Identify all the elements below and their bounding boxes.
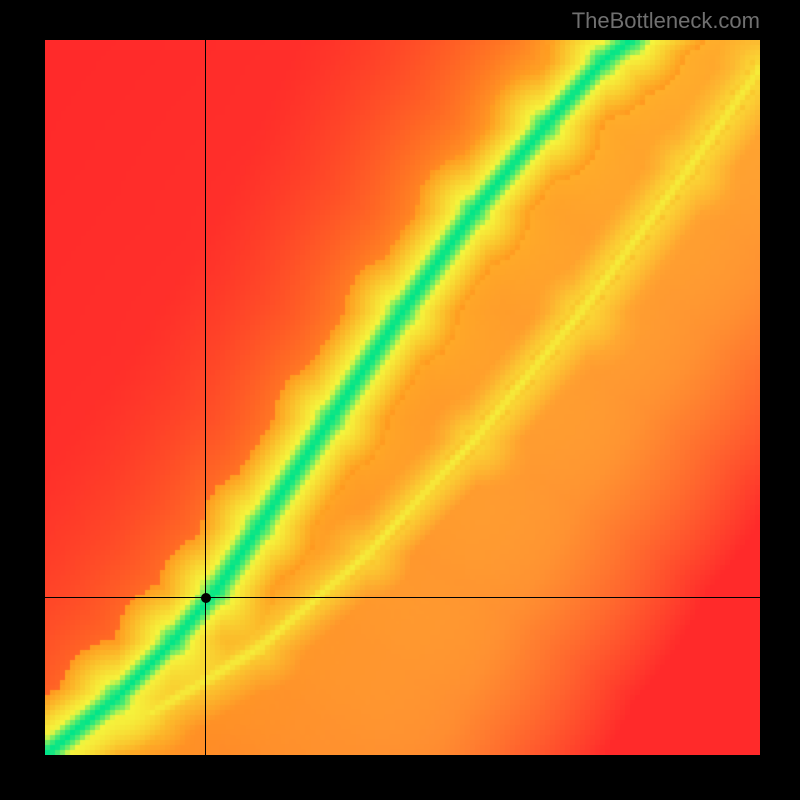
heatmap-canvas: [45, 40, 760, 755]
crosshair-vertical: [205, 40, 206, 755]
crosshair-marker: [201, 593, 211, 603]
watermark-text: TheBottleneck.com: [572, 8, 760, 34]
heatmap-plot: [45, 40, 760, 755]
crosshair-horizontal: [45, 597, 760, 598]
